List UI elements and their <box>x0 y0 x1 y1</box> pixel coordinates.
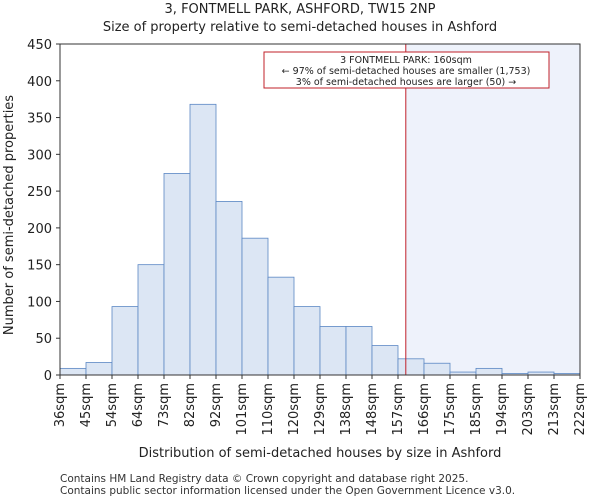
x-tick-label: 138sqm <box>339 383 354 436</box>
annotation-line-1: 3 FONTMELL PARK: 160sqm <box>340 55 472 66</box>
x-tick-label: 110sqm <box>261 383 276 436</box>
x-tick-label: 36sqm <box>53 383 68 427</box>
bar-64sqm <box>137 264 165 376</box>
annotation-line-2: ← 97% of semi-detached houses are smalle… <box>282 66 531 77</box>
x-tick-label: 185sqm <box>469 383 484 436</box>
x-tick-label: 64sqm <box>131 383 146 427</box>
y-tick-label: 50 <box>35 332 52 347</box>
bars <box>59 103 581 376</box>
x-axis: 36sqm 45sqm 54sqm 64sqm 73sqm 82sqm 92sqm 101sq… <box>53 375 588 436</box>
y-tick-label: 0 <box>44 369 52 384</box>
x-tick-label: 203sqm <box>521 383 536 436</box>
bar-157sqm <box>397 358 425 376</box>
y-tick-label: 350 <box>27 112 52 127</box>
bar-185sqm <box>475 367 503 376</box>
bar-148sqm <box>371 345 399 376</box>
highlight-region <box>405 44 580 375</box>
x-tick-label: 92sqm <box>209 383 224 427</box>
bar-45sqm <box>85 362 113 376</box>
x-tick-label: 101sqm <box>235 383 250 436</box>
chart-title: 3, FONTMELL PARK, ASHFORD, TW15 2NP <box>164 2 436 17</box>
bar-36sqm <box>59 367 87 376</box>
attribution-line-1: Contains HM Land Registry data © Crown c… <box>60 473 469 485</box>
x-tick-label: 82sqm <box>183 383 198 427</box>
y-tick-label: 100 <box>27 295 52 310</box>
bar-166sqm <box>423 362 451 376</box>
x-tick-label: 213sqm <box>547 383 562 436</box>
y-axis-label: Number of semi-detached properties <box>2 95 17 335</box>
bar-92sqm <box>215 201 243 376</box>
bar-138sqm <box>345 326 373 376</box>
annotation-box: 3 FONTMELL PARK: 160sqm ← 97% of semi-de… <box>263 51 550 89</box>
y-tick-label: 200 <box>27 222 52 237</box>
bar-120sqm <box>293 306 321 376</box>
x-tick-label: 54sqm <box>105 383 120 427</box>
attribution-line-2: Contains public sector information licen… <box>60 485 516 497</box>
x-tick-label: 73sqm <box>157 383 172 427</box>
bar-73sqm <box>163 173 191 376</box>
y-tick-label: 150 <box>27 259 52 274</box>
y-tick-label: 450 <box>27 38 52 53</box>
x-tick-label: 148sqm <box>365 383 380 436</box>
bar-54sqm <box>111 306 139 376</box>
x-tick-label: 194sqm <box>495 383 510 436</box>
y-tick-label: 400 <box>27 75 52 90</box>
x-tick-label: 120sqm <box>287 383 302 436</box>
bar-110sqm <box>267 276 295 376</box>
bar-82sqm <box>189 103 217 376</box>
annotation-line-3: 3% of semi-detached houses are larger (5… <box>296 77 516 88</box>
bar-129sqm <box>319 326 347 376</box>
y-axis: 0 50 100 150 200 250 300 350 400 450 <box>27 38 60 384</box>
x-tick-label: 222sqm <box>573 383 588 436</box>
y-tick-label: 300 <box>27 148 52 163</box>
x-tick-label: 166sqm <box>417 383 432 436</box>
y-tick-label: 250 <box>27 185 52 200</box>
x-tick-label: 175sqm <box>443 383 458 436</box>
x-tick-label: 129sqm <box>313 383 328 436</box>
x-tick-label: 157sqm <box>391 383 406 436</box>
chart-subtitle: Size of property relative to semi-detach… <box>102 20 498 35</box>
bar-101sqm <box>241 237 269 376</box>
x-tick-label: 45sqm <box>79 383 94 427</box>
x-axis-label: Distribution of semi-detached houses by … <box>139 446 502 461</box>
